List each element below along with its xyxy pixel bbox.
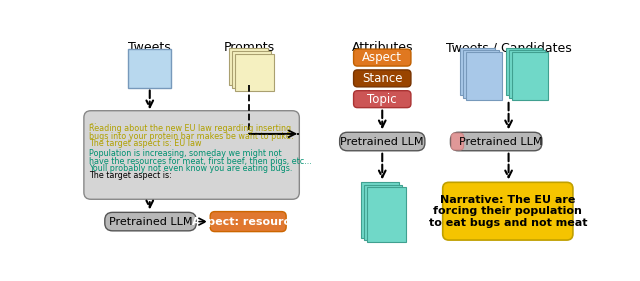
Text: Stance: Stance xyxy=(362,72,403,85)
FancyBboxPatch shape xyxy=(84,111,300,199)
Text: bugs into your protein bar makes be want to puke!: bugs into your protein bar makes be want… xyxy=(90,132,294,140)
Text: Aspect: Aspect xyxy=(362,51,403,64)
Text: Pretrained LLM: Pretrained LLM xyxy=(340,137,424,146)
FancyBboxPatch shape xyxy=(451,132,542,151)
Bar xyxy=(235,54,274,91)
FancyBboxPatch shape xyxy=(353,70,411,87)
Bar xyxy=(360,182,399,238)
Text: have the resources for meat, first beef, then pigs, etc...: have the resources for meat, first beef,… xyxy=(90,157,312,166)
FancyBboxPatch shape xyxy=(353,91,411,108)
Text: Pretrained LLM: Pretrained LLM xyxy=(459,137,543,146)
Text: Pretrained LLM: Pretrained LLM xyxy=(109,217,192,226)
Bar xyxy=(506,47,542,95)
FancyBboxPatch shape xyxy=(340,132,425,151)
Bar xyxy=(367,187,406,243)
Text: The target aspect is: EU law: The target aspect is: EU law xyxy=(90,139,202,148)
Bar xyxy=(509,50,545,98)
Text: Youll probably not even know you are eating bugs.: Youll probably not even know you are eat… xyxy=(90,164,292,173)
Text: Reading about the new EU law regarding inserting: Reading about the new EU law regarding i… xyxy=(90,124,291,133)
Text: ...: ... xyxy=(90,117,97,126)
Text: Prompts: Prompts xyxy=(223,41,275,55)
FancyBboxPatch shape xyxy=(451,133,463,150)
Text: Narrative: The EU are
forcing their population
to eat bugs and not meat: Narrative: The EU are forcing their popu… xyxy=(429,195,587,228)
Text: The target aspect is:: The target aspect is: xyxy=(90,171,172,180)
Text: Topic: Topic xyxy=(367,93,397,106)
Text: Attributes: Attributes xyxy=(351,41,413,55)
Bar xyxy=(513,52,548,100)
Bar xyxy=(460,47,495,95)
Bar xyxy=(128,49,172,88)
Bar xyxy=(229,47,268,85)
Bar xyxy=(466,52,502,100)
Bar xyxy=(232,51,271,88)
FancyBboxPatch shape xyxy=(210,212,286,232)
Text: Aspect: resources: Aspect: resources xyxy=(192,217,304,226)
FancyBboxPatch shape xyxy=(443,182,573,240)
FancyBboxPatch shape xyxy=(105,212,196,231)
FancyBboxPatch shape xyxy=(353,49,411,66)
Text: Tweets: Tweets xyxy=(129,41,171,55)
Text: Population is increasing, someday we might not: Population is increasing, someday we mig… xyxy=(90,149,282,158)
Bar xyxy=(364,185,403,240)
Text: Tweets / Candidates: Tweets / Candidates xyxy=(445,41,572,55)
Bar xyxy=(463,50,499,98)
